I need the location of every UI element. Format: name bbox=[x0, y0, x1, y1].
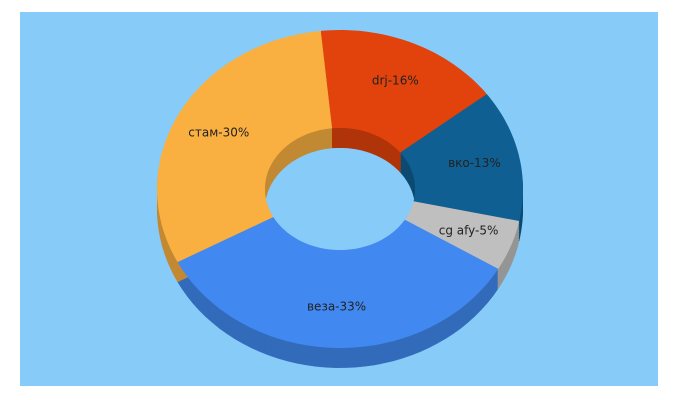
tops bbox=[157, 30, 523, 348]
slice bbox=[404, 201, 520, 269]
data-label: вко-13% bbox=[448, 156, 501, 170]
data-label: веза-33% bbox=[307, 299, 366, 313]
slice bbox=[400, 94, 523, 221]
data-label: drj-16% bbox=[372, 74, 419, 88]
hole-floor bbox=[265, 148, 415, 250]
slice bbox=[320, 30, 487, 153]
slice bbox=[157, 30, 333, 263]
data-label: стам-30% bbox=[188, 126, 249, 140]
slice bbox=[177, 217, 499, 348]
hole bbox=[265, 128, 415, 250]
data-label: cg afy-5% bbox=[439, 224, 499, 238]
labels: drj-16% вко-13% cg afy-5% веза-33% стам-30% bbox=[188, 74, 500, 314]
